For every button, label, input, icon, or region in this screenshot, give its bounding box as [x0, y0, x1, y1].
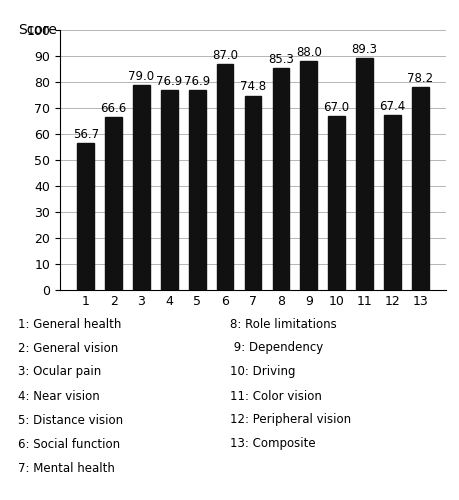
- Text: 13: Composite: 13: Composite: [230, 438, 315, 450]
- Text: 3: Ocular pain: 3: Ocular pain: [18, 366, 101, 378]
- Text: 11: Color vision: 11: Color vision: [230, 390, 321, 402]
- Bar: [189, 90, 205, 290]
- Text: 9: Dependency: 9: Dependency: [230, 342, 323, 354]
- Bar: [105, 117, 122, 290]
- Text: 67.4: 67.4: [378, 100, 405, 112]
- Text: 88.0: 88.0: [295, 46, 321, 59]
- Text: 2: General vision: 2: General vision: [18, 342, 118, 354]
- Text: Score: Score: [18, 22, 57, 36]
- Text: 89.3: 89.3: [351, 42, 377, 56]
- Text: 87.0: 87.0: [212, 48, 238, 62]
- Text: 6: Social function: 6: Social function: [18, 438, 120, 450]
- Text: 8: Role limitations: 8: Role limitations: [230, 318, 336, 330]
- Text: 79.0: 79.0: [128, 70, 154, 82]
- Text: 76.9: 76.9: [156, 75, 182, 88]
- Text: 66.6: 66.6: [100, 102, 127, 115]
- Text: 7: Mental health: 7: Mental health: [18, 462, 115, 474]
- Text: 74.8: 74.8: [240, 80, 265, 94]
- Bar: [161, 90, 177, 290]
- Bar: [216, 64, 233, 290]
- Bar: [300, 61, 316, 290]
- Bar: [411, 86, 428, 290]
- Bar: [77, 142, 94, 290]
- Text: 4: Near vision: 4: Near vision: [18, 390, 100, 402]
- Text: 12: Peripheral vision: 12: Peripheral vision: [230, 414, 350, 426]
- Text: 78.2: 78.2: [406, 72, 432, 85]
- Bar: [244, 96, 261, 290]
- Bar: [133, 84, 150, 290]
- Text: 76.9: 76.9: [184, 75, 210, 88]
- Bar: [355, 58, 372, 290]
- Text: 67.0: 67.0: [323, 100, 349, 114]
- Bar: [328, 116, 344, 290]
- Text: 56.7: 56.7: [73, 128, 99, 140]
- Text: 10: Driving: 10: Driving: [230, 366, 295, 378]
- Bar: [272, 68, 289, 290]
- Text: 85.3: 85.3: [267, 53, 293, 66]
- Bar: [383, 115, 400, 290]
- Text: 1: General health: 1: General health: [18, 318, 122, 330]
- Text: 5: Distance vision: 5: Distance vision: [18, 414, 123, 426]
